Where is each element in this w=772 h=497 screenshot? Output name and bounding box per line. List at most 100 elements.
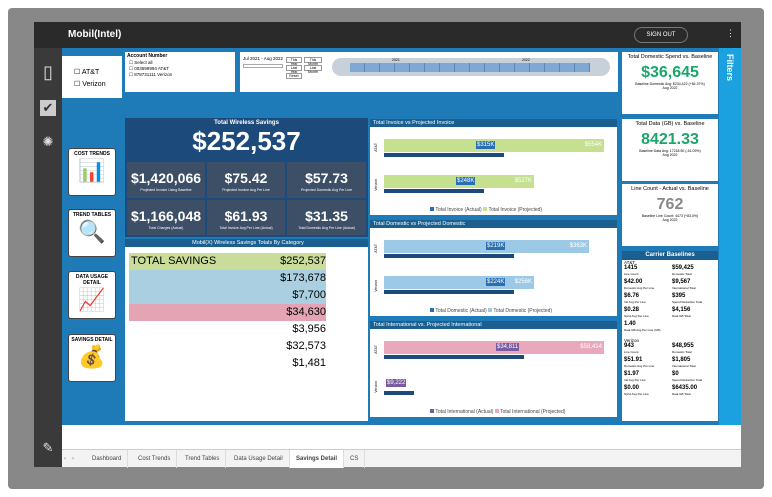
axis-label: Verizon — [374, 381, 378, 393]
tab-trend-tables[interactable]: Trend Tables — [179, 450, 227, 468]
carrier-filter: ☐ AT&T ☐ Verizon — [62, 56, 122, 98]
kpi-projected-invoice: $1,420,066 Projected Invoice Using Baseli… — [127, 162, 205, 198]
baseline-row: 943 Line Count $48,955 Domestic Total — [624, 343, 694, 354]
page-tabs: ‹ › Dashboard Cost Trends Trend Tables D… — [62, 449, 741, 468]
check-icon[interactable]: ✔ — [40, 100, 56, 116]
carrier-att[interactable]: ☐ AT&T — [74, 69, 100, 76]
bar-actual — [384, 391, 414, 395]
legend: Total Invoice (Actual) Total Invoice (Pr… — [430, 207, 542, 213]
date-label: Jul 2021 - Aug 2022 — [243, 56, 284, 61]
sign-out-button[interactable]: SIGN OUT — [634, 27, 688, 43]
side-kpi-card: Total Domestic Spend vs. Baseline $36,645… — [622, 52, 718, 114]
baselines-title: Carrier Baselines — [622, 251, 718, 260]
baseline-row: 1415 Line Count $59,425 Domestic Total — [624, 265, 694, 276]
baseline-row: $42.00 Domestic Avg Per Line $9,567 Interna… — [624, 279, 696, 290]
account-filter: Account Number ☐ Select all ☐ 003599994 … — [125, 52, 235, 92]
account-att[interactable]: ☐ 003599994 AT&T — [129, 66, 169, 71]
kpi-invoice-avg: $61.93 Total Invoice Avg Per Line (Actual… — [207, 200, 285, 235]
btn-this-month[interactable]: This Month — [304, 57, 322, 66]
side-kpi-card: Total Data (GB) vs. Baseline 8421.33 Basel… — [622, 119, 718, 181]
carrier-verizon[interactable]: ☐ Verizon — [74, 81, 106, 88]
baselines-att: AT&T — [624, 260, 636, 265]
nav-data-usage[interactable]: DATA USAGE DETAIL 📈 — [68, 271, 116, 319]
legend: Total Domestic (Actual) Total Domestic (… — [430, 308, 552, 314]
category-row: $3,956 — [129, 321, 326, 338]
chart-icon: 📊 — [78, 158, 106, 183]
side-kpi-card: Line Count - Actual vs. Baseline 762 Basel… — [622, 184, 718, 246]
bar-actual — [384, 254, 514, 258]
money-bag-icon: 💰 — [78, 344, 106, 369]
bar-actual-label: $9,222 — [386, 379, 407, 387]
category-row: $173,678 — [129, 270, 326, 287]
baseline-row: $51.91 Domestic Avg Per Line $1,805 Interna… — [624, 357, 696, 368]
kpi-domestic-avg: $31.35 Total Domestic Avg Per Line (Actua… — [287, 200, 366, 235]
nav-trend-tables[interactable]: TREND TABLES 🔍 — [68, 209, 116, 257]
timeline-slider[interactable]: 2021 2022 — [332, 58, 610, 76]
category-title: Mobil(X) Wireless Savings Totals By Cate… — [125, 239, 368, 247]
axis-label: Verizon — [374, 280, 378, 292]
btn-this-year[interactable]: This Year — [286, 57, 302, 66]
tab-scroll-right-icon[interactable]: › — [72, 456, 74, 462]
account-verizon[interactable]: ☐ 878731111 Verizon — [129, 72, 173, 77]
brain-icon[interactable]: ✺ — [42, 134, 54, 149]
magnifier-icon: 🔍 — [78, 219, 106, 244]
legend: Total International (Actual) Total Inter… — [430, 409, 565, 415]
category-row: $1,481 — [129, 355, 326, 372]
category-row: $32,573 — [129, 338, 326, 355]
intl-chart: Total International vs. Projected Intern… — [370, 321, 617, 417]
more-icon[interactable]: ⋮ — [726, 28, 735, 38]
savings-title: Total Wireless Savings — [214, 120, 279, 126]
bar-actual — [384, 355, 524, 359]
tab-dashboard[interactable]: Dashboard — [86, 450, 129, 468]
trend-icon: 📈 — [78, 287, 106, 312]
btn-last-year[interactable]: Last Year — [286, 65, 302, 74]
bar-actual — [384, 153, 504, 157]
savings-panel: Total Wireless Savings $252,537 $1,420,0… — [125, 118, 368, 237]
kpi-projected-domestic-avg: $57.73 Projected Domestic Avg Per Line — [287, 162, 366, 198]
nav-savings-detail[interactable]: SAVINGS DETAIL 💰 — [68, 334, 116, 382]
domestic-chart: Total Domestic vs Projected Domestic AT&… — [370, 220, 617, 316]
baseline-row: 1.40 Data GB Avg Per Line (GB) — [624, 321, 661, 332]
phone-icon[interactable]: ▯ — [43, 62, 53, 82]
tab-cost-trends[interactable]: Cost Trends — [132, 450, 178, 468]
tab-scroll-left-icon[interactable]: ‹ — [64, 456, 66, 462]
axis-label: Verizon — [374, 179, 378, 191]
baseline-row: $6.76 Intl Avg Per Line $395 Spend Reductio… — [624, 293, 703, 304]
bar-actual-label: $34,811 — [496, 343, 520, 351]
tab-savings-detail[interactable]: Savings Detail — [290, 450, 345, 468]
btn-reset[interactable]: Reset — [286, 73, 302, 79]
savings-total: $252,537 — [192, 126, 301, 156]
baseline-row: $1.97 Intl Avg Per Line $0 Spend Reduction … — [624, 371, 703, 382]
domestic-title: Total Domestic vs Projected Domestic — [370, 220, 617, 228]
filters-pane[interactable]: Filters — [719, 48, 741, 425]
nav-panel: ☐ AT&T ☐ Verizon COST TRENDS 📊 TREND TABL… — [62, 48, 122, 425]
axis-label: AT&T — [374, 143, 378, 152]
invoice-chart: Total Invoice vs Projected Invoice AT&T $… — [370, 119, 617, 215]
bar-actual-label: $248K — [456, 177, 476, 185]
baselines-panel: Carrier Baselines AT&T 1415 Line Count $59… — [622, 251, 718, 421]
tab-data-usage[interactable]: Data Usage Detail — [228, 450, 290, 468]
pen-icon[interactable]: ✎ — [42, 440, 54, 455]
bar-projected: $58,414 — [384, 341, 604, 354]
nav-cost-trends[interactable]: COST TRENDS 📊 — [68, 148, 116, 196]
category-panel: Mobil(X) Wireless Savings Totals By Cate… — [125, 239, 368, 421]
top-bar: Mobil(Intel) SIGN OUT ⋮ — [34, 22, 741, 48]
filters-label[interactable]: Filters — [725, 54, 735, 82]
baselines-verizon: Verizon — [624, 338, 640, 343]
btn-last-month[interactable]: Last Month — [304, 65, 322, 74]
axis-label: AT&T — [374, 345, 378, 354]
date-filter: Jul 2021 - Aug 2022 This Year This Month… — [240, 52, 618, 92]
category-row: $34,630 — [129, 304, 326, 321]
category-row: TOTAL SAVINGS $252,537 — [129, 253, 326, 270]
kpi-total-charges: $1,166,048 Total Charges (Actual) — [127, 200, 205, 235]
account-select-all[interactable]: ☐ Select all — [129, 60, 153, 65]
tab-cs[interactable]: CS — [344, 450, 366, 468]
bar-actual-label: $224K — [486, 278, 506, 286]
invoice-title: Total Invoice vs Projected Invoice — [370, 119, 617, 127]
date-input[interactable] — [243, 64, 283, 68]
bar-projected: $256K — [384, 276, 534, 289]
baseline-row: $0.28 Spnd Avg Per Line $4,156 Data GB Tota… — [624, 307, 691, 318]
bar-actual-label: $315K — [476, 141, 496, 149]
intl-title: Total International vs. Projected Intern… — [370, 321, 617, 329]
kpi-projected-invoice-avg: $75.42 Projected Invoice Avg Per Line — [207, 162, 285, 198]
